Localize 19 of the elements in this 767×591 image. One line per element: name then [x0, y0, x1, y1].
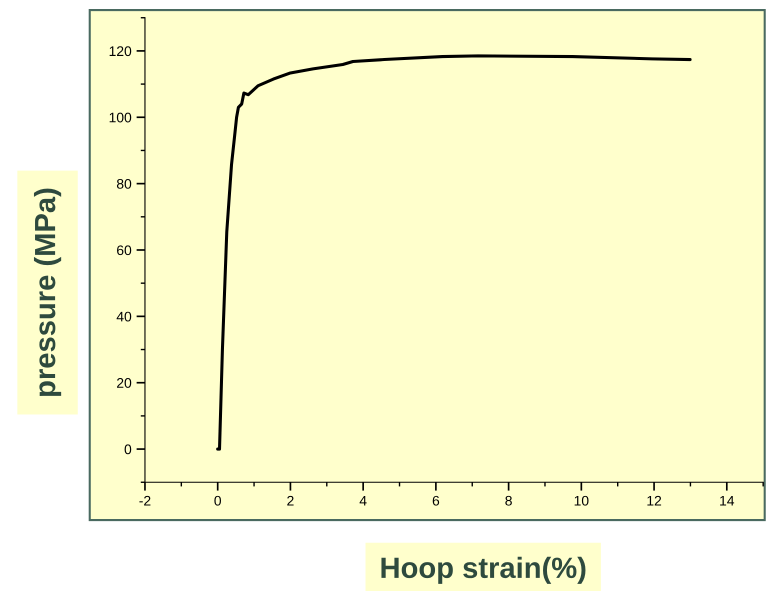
x-tick-label: 6: [432, 496, 440, 506]
x-tick-label: -2: [139, 496, 150, 506]
x-tick-label: 14: [720, 496, 734, 506]
x-tick-label: 4: [360, 496, 367, 506]
x-tick-label: 0: [214, 496, 222, 506]
line-series: [216, 54, 692, 451]
x-tick-label: 12: [647, 496, 662, 506]
x-tick-label: 10: [574, 496, 589, 506]
y-tick-label: 100: [110, 112, 132, 122]
x-tick-label: 2: [287, 496, 294, 506]
y-tick-label: 60: [117, 245, 132, 256]
x-axis-title: Hoop strain(%): [381, 556, 586, 584]
y-tick-label: 40: [116, 312, 132, 322]
y-tick-label: 20: [117, 378, 132, 388]
y-tick-label: 120: [110, 46, 132, 56]
x-tick-label: 8: [505, 496, 512, 506]
y-tick-label: 0: [124, 444, 132, 454]
y-tick-label: 80: [116, 178, 132, 189]
y-axis-title: pressure (MPa): [34, 188, 62, 396]
